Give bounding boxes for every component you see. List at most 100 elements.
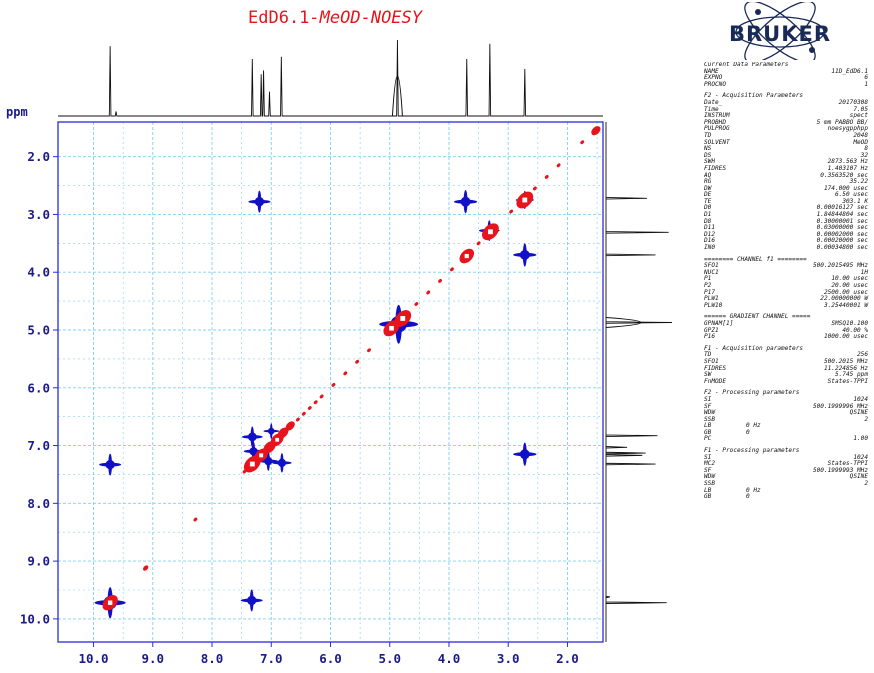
param-key: SSB	[704, 415, 716, 423]
negative-peak-core	[247, 432, 257, 442]
param-section-header: F1 - Processing parameters	[704, 447, 800, 455]
param-row: LB 0 Hz	[704, 423, 870, 430]
param-key: PULPROG	[704, 125, 730, 133]
param-key: SOLVENT	[704, 138, 730, 146]
param-row: RG 35.22	[704, 178, 870, 186]
param-value: 3.25440001 W	[823, 301, 868, 309]
param-row: WDW QSINE	[704, 474, 870, 481]
param-value: 6	[864, 74, 868, 82]
param-value: QSINE	[849, 409, 868, 417]
param-row: PROBHD 5 mm PABBO BB/	[704, 118, 870, 127]
param-value: 1000.00 usec	[823, 333, 868, 341]
param-value: 500.2015495 MHz	[812, 262, 868, 270]
param-key: GB	[704, 493, 712, 501]
diagonal-dot	[193, 517, 198, 522]
param-value: QSINE	[849, 473, 868, 481]
diagonal-dot	[414, 302, 419, 306]
param-key: GPNAM[1]	[704, 319, 734, 327]
diagonal-dot	[307, 406, 312, 410]
param-key: WDW	[704, 473, 716, 481]
param-value: 500.2015 MHz	[823, 357, 868, 365]
param-value: 1.403107 Hz	[827, 164, 868, 172]
param-row: D0 0.00016127 sec	[704, 205, 870, 212]
negative-peak-core	[254, 197, 265, 207]
x-tick-label: 4.0	[438, 651, 461, 666]
y-tick-label: 6.0	[27, 380, 50, 395]
param-row: P1 10.00 usec	[704, 276, 870, 283]
param-value: 35.22	[849, 178, 868, 186]
param-row: SI 1024	[704, 396, 870, 404]
diagonal-dot	[476, 241, 481, 246]
param-row: SFO1 500.2015 MHz	[704, 357, 870, 366]
param-value: 500.1999993 MHz	[812, 466, 868, 474]
param-row: IN0 0.00034800 sec	[704, 244, 870, 252]
param-key: PLW1	[704, 295, 719, 303]
param-value: 20.00 usec	[831, 282, 868, 289]
param-row: GPNAM[1] SMSQ10.100	[704, 319, 870, 328]
x-tick-label: 6.0	[319, 651, 342, 666]
negative-peak-core	[460, 196, 471, 207]
diagonal-dot	[426, 290, 431, 295]
param-key: D16	[704, 237, 716, 245]
param-key: D12	[704, 230, 716, 238]
param-key: PLW10	[704, 301, 723, 309]
param-row: WDW QSINE	[704, 409, 870, 417]
positive-diagonal-peak	[285, 421, 295, 431]
param-key: SI	[704, 453, 712, 461]
negative-crosspeak	[272, 453, 292, 473]
param-row: GPZ1 40.00 %	[704, 327, 870, 335]
param-value: 256	[856, 351, 868, 359]
param-row: D12 0.00002000 sec	[704, 230, 870, 239]
param-key: D0	[704, 204, 712, 212]
negative-peak-core	[247, 595, 257, 606]
positive-peak-center	[522, 197, 528, 203]
param-value: 0.30000001 sec	[816, 217, 868, 225]
param-row: INSTRUM spect	[704, 113, 870, 120]
param-key: SF	[704, 466, 712, 474]
param-row: Date_ 20170308	[704, 99, 870, 107]
param-value: 0.00002000 sec	[816, 230, 868, 238]
param-row: DW 174.000 usec	[704, 185, 870, 193]
x-tick-label: 7.0	[260, 651, 283, 666]
param-row: SOLVENT MeOD	[704, 138, 870, 147]
x-tick-label: 3.0	[497, 651, 520, 666]
param-key: NS	[704, 145, 712, 153]
param-row: GB 0	[704, 494, 870, 501]
param-section-header: F1 - Acquisition parameters	[704, 344, 804, 352]
param-key: PROBHD	[704, 118, 727, 126]
param-value: 2048	[853, 131, 868, 139]
y-tick-label: 7.0	[27, 438, 50, 453]
param-value: 500.1999996 MHz	[812, 402, 868, 410]
param-row: PLW10 3.25440001 W	[704, 301, 870, 310]
y-tick-label: 8.0	[27, 496, 50, 511]
positive-peak-blob	[142, 565, 149, 571]
negative-crosspeak	[99, 453, 122, 476]
param-value: 5.745 ppm	[834, 371, 868, 379]
param-key: P16	[704, 333, 716, 341]
negative-peak-core	[105, 459, 115, 470]
param-value: 0 Hz	[746, 422, 761, 430]
negative-crosspeak	[243, 441, 264, 462]
param-row: PROCNO 1	[704, 80, 870, 89]
param-value: 0.00016127 sec	[816, 204, 868, 212]
param-key: LB	[704, 486, 712, 494]
param-key: PROCNO	[704, 80, 727, 88]
positive-diagonal-peak	[482, 223, 499, 241]
param-key: WDW	[704, 409, 716, 417]
positive-diagonal-peak	[102, 595, 118, 611]
param-row: PLW1 22.00000000 W	[704, 296, 870, 303]
param-value: 5 mm PABBO BB/	[816, 118, 868, 126]
param-value: 32	[860, 151, 868, 159]
negative-peak-core	[519, 449, 530, 460]
param-row: EXPNO 6	[704, 75, 870, 82]
positive-peak-center	[488, 229, 493, 235]
negative-crosspeak	[248, 190, 271, 213]
diagonal-dot	[355, 359, 360, 364]
param-row: AQ 0.3563520 sec	[704, 172, 870, 180]
positive-diagonal-peak	[142, 565, 149, 571]
param-row: PULPROG noesygpphpp	[704, 126, 870, 133]
param-row: SWH 2873.563 Hz	[704, 159, 870, 166]
param-key: FIDRES	[704, 364, 727, 372]
param-row: SW 5.745 ppm	[704, 372, 870, 379]
param-key: EXPNO	[704, 74, 723, 82]
